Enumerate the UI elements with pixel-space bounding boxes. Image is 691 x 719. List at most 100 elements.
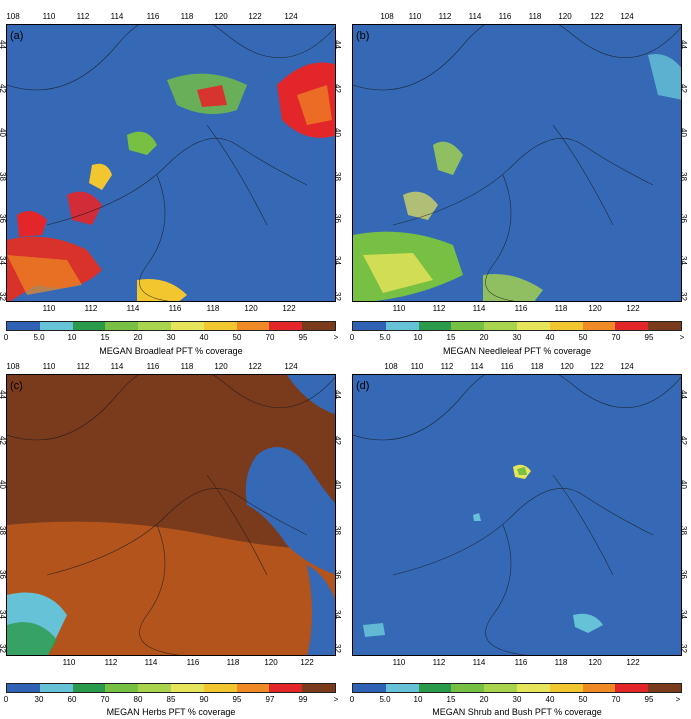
tick-label: 114 <box>110 362 124 371</box>
tick-label: 116 <box>498 12 512 21</box>
tick-label: 36 <box>0 214 7 223</box>
tick-label: 110 <box>392 304 406 313</box>
scale-label: 70 <box>265 333 275 342</box>
tick-label: 112 <box>76 362 90 371</box>
tick-label: 122 <box>626 658 640 667</box>
tick-label: 118 <box>528 12 542 21</box>
tick-label: 118 <box>226 658 240 667</box>
scale-label: 40 <box>199 333 209 342</box>
scale-label: 70 <box>611 695 621 704</box>
tick-label: 120 <box>214 12 228 21</box>
tick-label: 114 <box>470 362 484 371</box>
map-herbs-svg <box>7 375 335 655</box>
scale-label: 95 <box>232 695 242 704</box>
scale-label: 0 <box>349 333 355 342</box>
scale-label: > <box>679 333 685 342</box>
map-needleleaf <box>352 24 682 302</box>
scale-label: 95 <box>644 695 654 704</box>
colorbar <box>6 683 336 693</box>
tick-label: 38 <box>0 526 7 535</box>
tick-label: 40 <box>332 128 342 137</box>
scale-label: 30 <box>34 695 44 704</box>
scale-label: > <box>333 695 339 704</box>
tick-label: 32 <box>678 292 688 301</box>
tick-label: 32 <box>332 644 342 653</box>
colorbar-title: MEGAN Shrub and Bush PFT % coverage <box>432 707 602 717</box>
panel-d: (d) 108 110 112 114 116 118 120 122 124 … <box>346 360 691 719</box>
scale-label: 15 <box>446 333 456 342</box>
tick-label: 124 <box>284 362 298 371</box>
tick-label: 114 <box>472 304 486 313</box>
map-shrub-bush <box>352 374 682 656</box>
scale-label: 30 <box>512 695 522 704</box>
scale-label: 50 <box>578 695 588 704</box>
tick-label: 40 <box>332 480 342 489</box>
map-herbs <box>6 374 336 656</box>
scale-label: 60 <box>67 695 77 704</box>
tick-label: 44 <box>678 390 688 399</box>
tick-label: 110 <box>62 658 76 667</box>
panel-a: (a) 108 110 112 114 116 118 120 122 124 … <box>0 0 345 359</box>
colorbar-title: MEGAN Needleleaf PFT % coverage <box>443 346 591 356</box>
tick-label: 114 <box>144 658 158 667</box>
tick-label: 42 <box>678 436 688 445</box>
tick-label: 34 <box>0 610 7 619</box>
tick-label: 44 <box>0 40 7 49</box>
tick-label: 120 <box>244 304 258 313</box>
tick-label: 44 <box>332 390 342 399</box>
tick-label: 110 <box>42 304 56 313</box>
tick-label: 38 <box>0 172 7 181</box>
panel-label: (d) <box>356 380 370 392</box>
scale-label: 10 <box>67 333 77 342</box>
tick-label: 118 <box>530 362 544 371</box>
tick-label: 42 <box>0 436 7 445</box>
scale-label: 0 <box>3 695 9 704</box>
scale-label: 95 <box>298 333 308 342</box>
tick-label: 112 <box>104 658 118 667</box>
tick-label: 118 <box>180 12 194 21</box>
tick-label: 122 <box>590 362 604 371</box>
tick-label: 32 <box>678 644 688 653</box>
scale-label: 0 <box>349 695 355 704</box>
tick-label: 112 <box>432 658 446 667</box>
map-broadleaf-svg <box>7 25 335 301</box>
tick-label: 122 <box>248 12 262 21</box>
colorbar-labels: 0 5.0 10 15 20 30 40 50 70 95 > <box>349 695 682 705</box>
tick-label: 112 <box>440 362 454 371</box>
map-needleleaf-svg <box>353 25 681 301</box>
tick-label: 42 <box>332 436 342 445</box>
tick-label: 116 <box>146 362 160 371</box>
tick-label: 40 <box>678 480 688 489</box>
scale-label: 50 <box>232 333 242 342</box>
tick-label: 32 <box>0 292 7 301</box>
scale-label: 30 <box>166 333 176 342</box>
tick-label: 116 <box>146 12 160 21</box>
tick-label: 32 <box>332 292 342 301</box>
panel-c: (c) 108 110 112 114 116 118 120 122 124 … <box>0 360 345 719</box>
tick-label: 120 <box>214 362 228 371</box>
scale-label: 99 <box>298 695 308 704</box>
tick-label: 124 <box>620 12 634 21</box>
tick-label: 116 <box>514 658 528 667</box>
tick-label: 118 <box>554 658 568 667</box>
tick-label: 122 <box>300 658 314 667</box>
tick-label: 40 <box>0 128 7 137</box>
tick-label: 110 <box>410 362 424 371</box>
scale-label: 40 <box>545 695 555 704</box>
tick-label: 34 <box>332 256 342 265</box>
tick-label: 108 <box>6 362 20 371</box>
scale-label: 0 <box>3 333 9 342</box>
tick-label: 118 <box>554 304 568 313</box>
scale-label: 10 <box>413 695 423 704</box>
scale-label: 5.0 <box>379 333 391 342</box>
scale-label: 85 <box>166 695 176 704</box>
tick-label: 44 <box>0 390 7 399</box>
tick-label: 42 <box>0 84 7 93</box>
scale-label: 20 <box>133 333 143 342</box>
tick-label: 40 <box>0 480 7 489</box>
panel-label: (a) <box>10 30 24 42</box>
colorbar <box>6 321 336 331</box>
tick-label: 114 <box>110 12 124 21</box>
tick-label: 36 <box>332 214 342 223</box>
tick-label: 112 <box>438 12 452 21</box>
